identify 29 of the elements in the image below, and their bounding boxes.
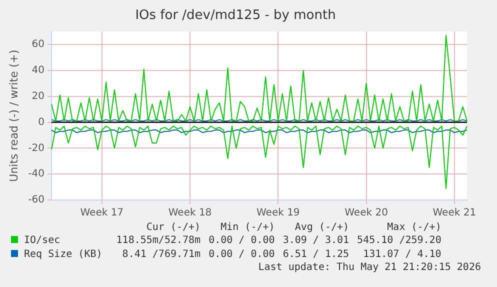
x-tick-label: Week 21 — [432, 208, 476, 219]
y-tick-label: 40 — [32, 65, 45, 76]
text: 0.00 / 0.00 — [208, 248, 276, 262]
text: Last update: Thu May 21 21:20:15 2026 — [257, 262, 482, 273]
x-tick-label: Week 20 — [344, 208, 388, 219]
text: 8.41 /769.71m — [121, 248, 202, 262]
text: 118.55m/52.78m — [115, 234, 202, 248]
y-tick-label: 60 — [32, 39, 45, 50]
text: Min (-/+) — [220, 222, 276, 234]
x-tick-label: Week 18 — [168, 208, 212, 219]
text: 131.07 / 4.10 — [362, 248, 442, 262]
text: Max (-/+) — [386, 222, 442, 234]
chart-title: IOs for /dev/md125 - by month — [135, 8, 336, 24]
y-axis-title: Units read (-) / write (+) — [7, 50, 20, 182]
text: 0.00 / 0.00 — [208, 234, 276, 248]
y-tick-label: -20 — [28, 142, 45, 154]
y-tick-label: 20 — [32, 90, 45, 102]
y-tick-label: -60 — [28, 194, 45, 206]
text: 3.09 / 3.01 — [282, 234, 350, 248]
y-tick-label: -40 — [28, 168, 45, 180]
legend-label: Req Size (KB) — [24, 249, 102, 260]
text: 6.51 / 1.25 — [282, 248, 350, 262]
text: Avg (-/+) — [294, 222, 350, 234]
x-tick-label: Week 19 — [256, 208, 300, 219]
x-tick-label: Week 17 — [80, 208, 124, 219]
text: Cur (-/+) — [145, 222, 202, 234]
legend-label: IO/sec — [24, 235, 60, 246]
y-tick-label: 0 — [38, 116, 45, 128]
text: 545.10 /259.20 — [356, 234, 442, 248]
